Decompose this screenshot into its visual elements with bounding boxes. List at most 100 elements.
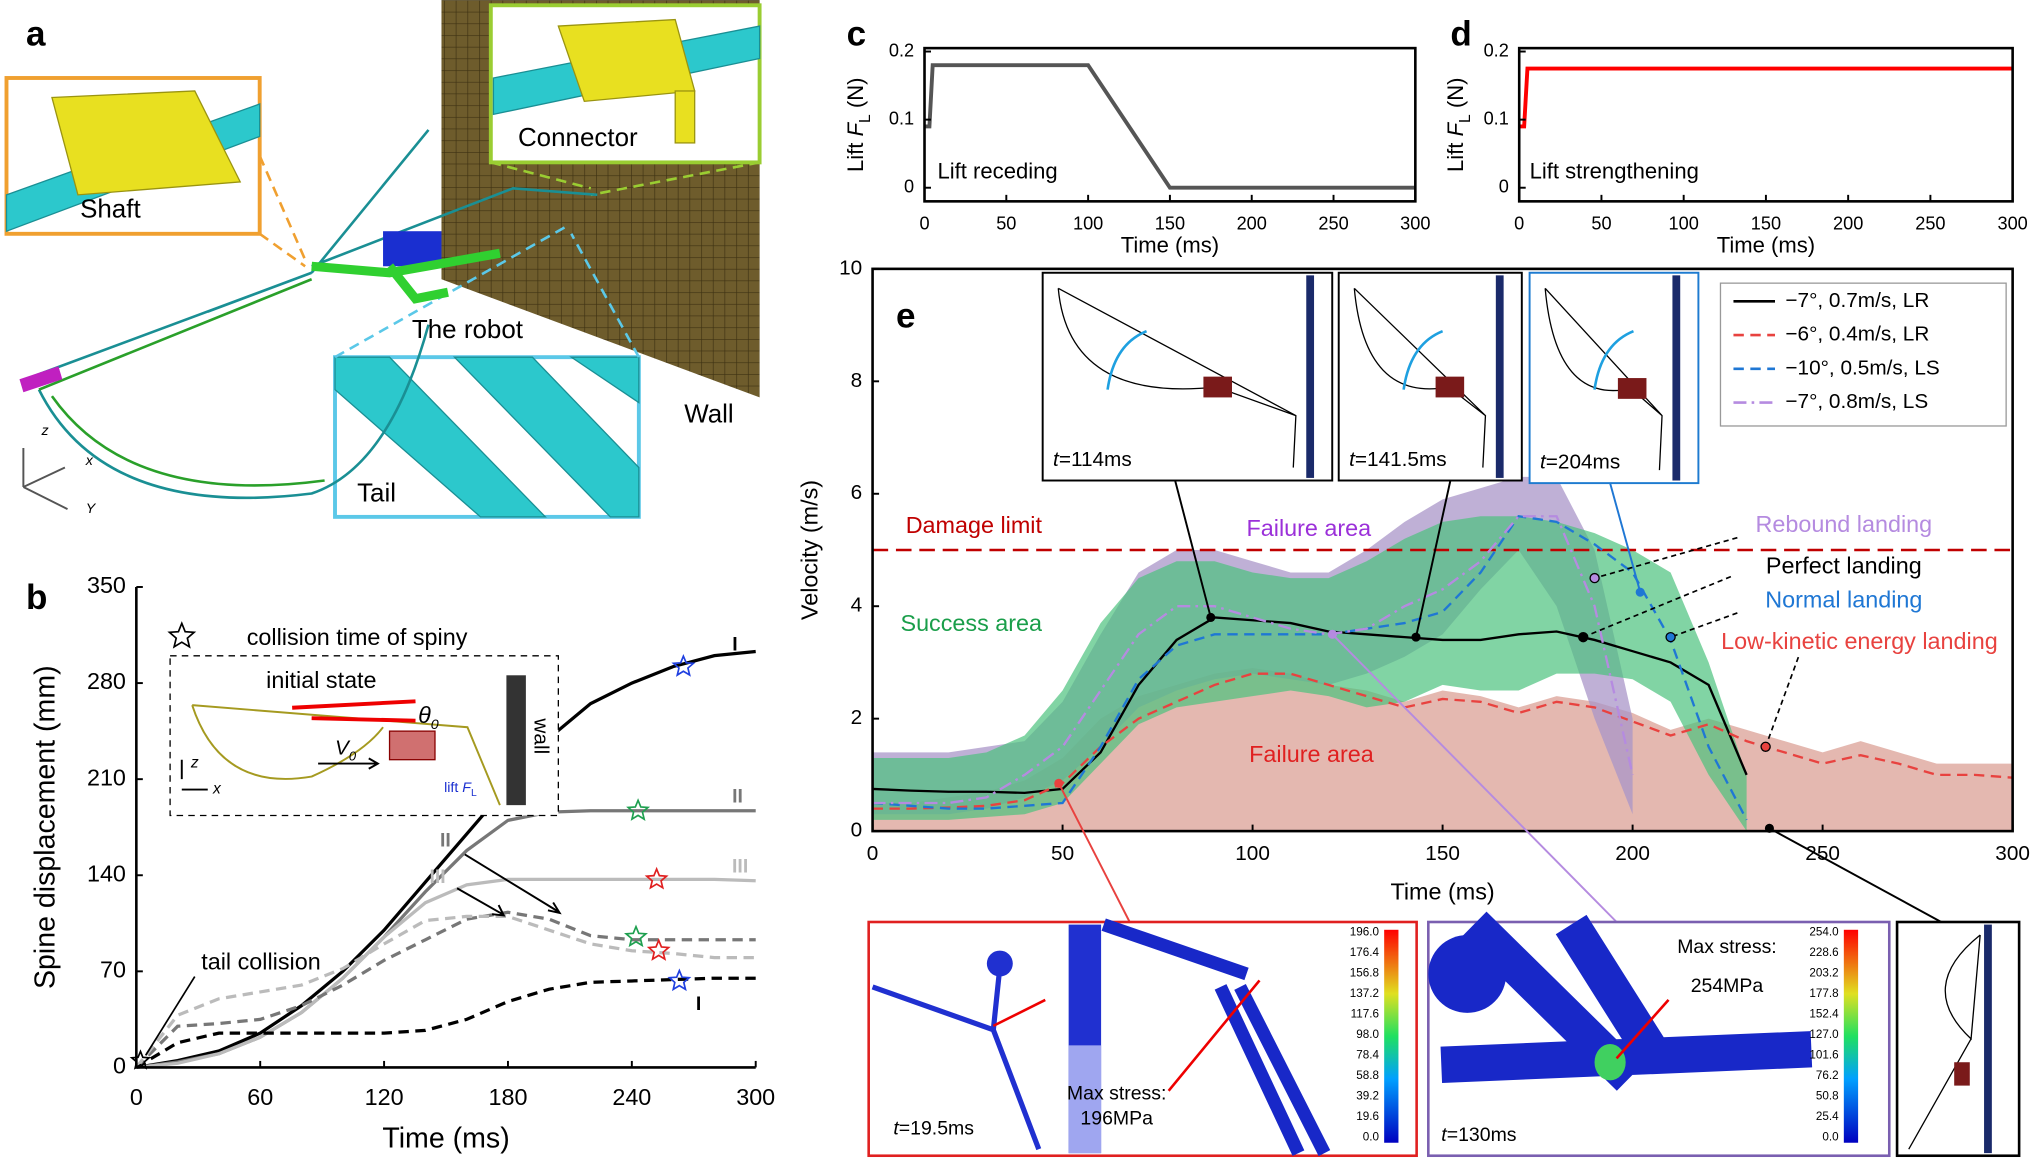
inset-time-part: t (1540, 451, 1547, 474)
illustration (1672, 275, 1681, 481)
callout-point (1206, 612, 1216, 622)
illustration (191, 704, 501, 806)
scale-label: 196.0 (1350, 925, 1380, 938)
inset-time-part: =130ms (1447, 1124, 1517, 1146)
y-axis-label-part: (N) (843, 77, 868, 114)
x-tick-label: 150 (1425, 842, 1460, 865)
x-axis-label: Time (ms) (1121, 233, 1219, 258)
series-label: I (732, 634, 737, 656)
axis-icon-label: z (41, 423, 49, 439)
illustration (1594, 1044, 1626, 1081)
illustration (1593, 329, 1634, 390)
y-tick-label: 280 (87, 668, 126, 694)
y-axis-label-part: F (1443, 121, 1468, 136)
y-tick-label: 6 (851, 481, 863, 504)
scale-label: 137.2 (1350, 987, 1379, 1000)
x-tick-label: 250 (1805, 842, 1840, 865)
leader (1764, 656, 1800, 748)
illustration (490, 161, 760, 197)
axis-icon-label: Y (86, 501, 97, 517)
illustration (1908, 934, 1981, 1150)
y-tick-label: 0.1 (1484, 108, 1509, 128)
inset-time: t=141.5ms (1349, 449, 1447, 472)
y-tick-label: 0 (904, 177, 914, 197)
x-tick-label: 0 (867, 842, 879, 865)
x-tick-label: 250 (1915, 214, 1945, 234)
annotation-label: tail collision (201, 949, 320, 975)
max-stress-part: Max stress: (1677, 936, 1777, 958)
inset-label-part: θ (418, 702, 431, 728)
illustration (19, 366, 63, 393)
panel-a-label: Wall (684, 398, 734, 428)
inset-label-part: lift (444, 780, 462, 796)
inset-time-part: =19.5ms (899, 1118, 974, 1140)
illustration (1843, 929, 1859, 1143)
annotation-point (1665, 631, 1676, 643)
scale-label: 39.2 (1356, 1090, 1379, 1103)
scale-label: 0.0 (1822, 1131, 1839, 1144)
scale-label: 228.6 (1809, 946, 1838, 959)
inset-box (1528, 271, 1700, 485)
illustration (32, 129, 598, 500)
illustration (1428, 934, 1507, 1013)
legend-label: −7°, 0.8m/s, LS (1785, 390, 1928, 413)
inset-axis-label: x (212, 781, 222, 798)
illustration (334, 226, 640, 359)
x-tick-label: 300 (1995, 842, 2030, 865)
x-tick-label: 300 (1997, 214, 2027, 234)
y-tick-label: 0.2 (889, 40, 914, 60)
illustration (1435, 376, 1465, 398)
y-tick-label: 0 (851, 819, 863, 842)
callout-line (1415, 480, 1452, 638)
y-tick-label: 70 (100, 957, 126, 983)
callout-line (1768, 827, 1942, 923)
illustration (1384, 929, 1399, 1143)
collision-marker (644, 866, 669, 890)
annotation-point (1760, 741, 1771, 752)
series-label: I (696, 993, 701, 1015)
inset-label: lift FL (444, 780, 477, 799)
max-stress: Max stress: 254MPa (1677, 936, 1777, 997)
inset-box (1041, 271, 1334, 482)
legend-label: −10°, 0.5m/s, LS (1785, 356, 1939, 379)
illustration (1495, 275, 1504, 478)
illustration (1402, 329, 1444, 390)
annotation: Lift strengthening (1530, 159, 1699, 184)
scale-label: 127.0 (1809, 1028, 1839, 1041)
band (872, 516, 1747, 832)
illustration (871, 967, 1042, 1151)
y-tick-label: 0 (1499, 177, 1509, 197)
marker-legend-label: collision time of spiny (247, 624, 468, 650)
scale-label: 117.6 (1351, 1008, 1379, 1021)
inset-box (1337, 271, 1523, 482)
line (136, 877, 756, 1070)
series-label: III (732, 856, 748, 878)
y-tick-label: 8 (851, 369, 863, 392)
inset-time-part: t (1349, 449, 1356, 472)
leader (1670, 612, 1738, 638)
illustration (1101, 918, 1331, 1157)
panel-a-label: Connector (518, 122, 638, 152)
x-axis-label: Time (ms) (1390, 879, 1494, 905)
illustration (1306, 275, 1315, 478)
x-tick-label: 60 (247, 1084, 273, 1110)
illustration (1617, 378, 1647, 399)
illustration (1057, 287, 1297, 468)
x-tick-label: 150 (1155, 214, 1185, 234)
leader (144, 976, 196, 1056)
x-tick-label: 250 (1318, 214, 1348, 234)
inset-time-part: =204ms (1546, 451, 1620, 474)
line (135, 914, 756, 1069)
scale-label: 50.8 (1816, 1090, 1839, 1103)
illustration (334, 356, 547, 518)
y-axis-label-part: Lift (843, 136, 868, 172)
illustration (1203, 376, 1232, 398)
illustration (258, 155, 307, 268)
line (135, 910, 756, 1069)
collision-marker (624, 924, 648, 948)
inset-label-part: 0 (349, 748, 357, 763)
inset-time-part: =114ms (1059, 449, 1132, 472)
scale-label: 58.8 (1356, 1069, 1379, 1082)
inset-label: V0 (335, 737, 357, 763)
illustration (383, 231, 442, 267)
